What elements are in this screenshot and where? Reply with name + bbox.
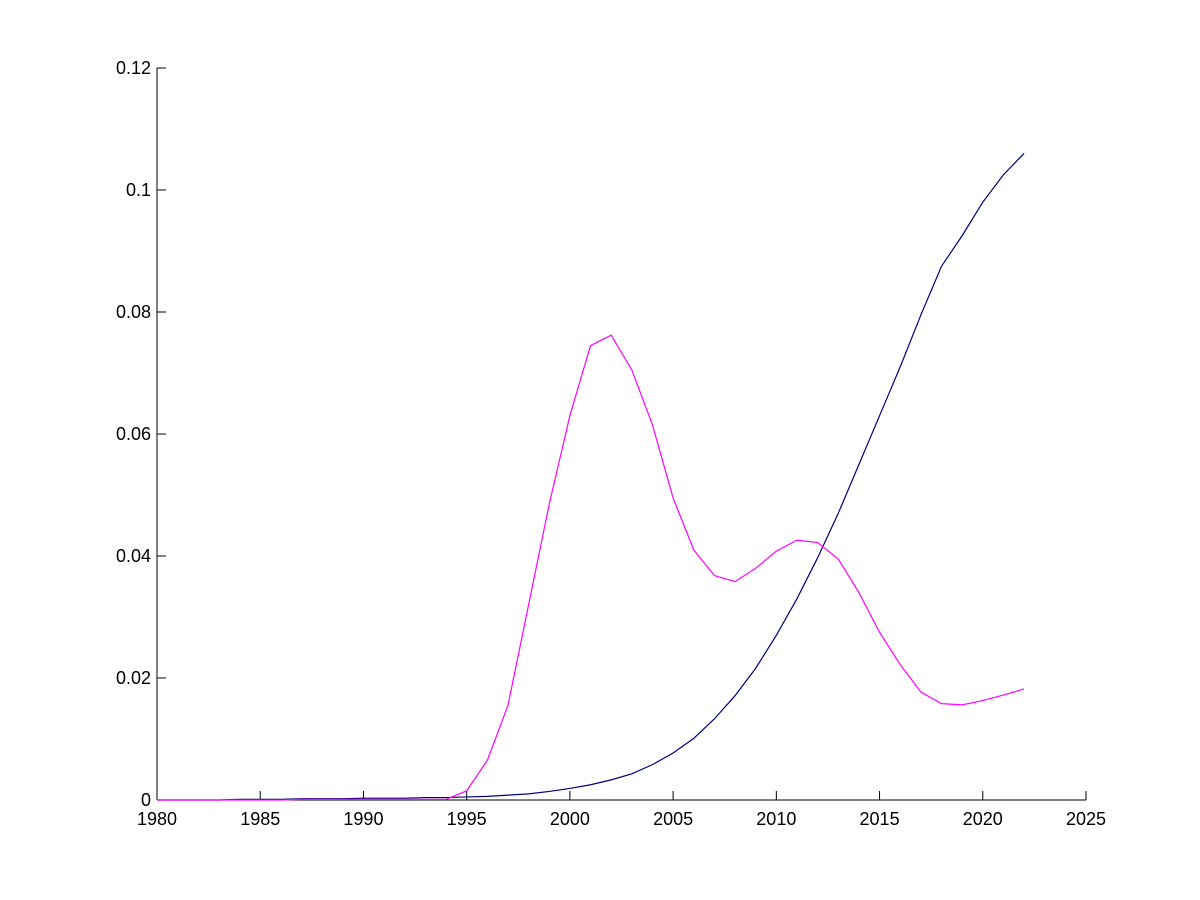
y-tick-label: 0.02 [116, 668, 151, 688]
x-tick-label: 1995 [447, 809, 487, 829]
x-tick-label: 1985 [240, 809, 280, 829]
x-tick-label: 2000 [550, 809, 590, 829]
y-tick-label: 0.1 [126, 180, 151, 200]
x-tick-label: 1980 [137, 809, 177, 829]
y-tick-label: 0.04 [116, 546, 151, 566]
x-tick-label: 2020 [963, 809, 1003, 829]
y-tick-label: 0.06 [116, 424, 151, 444]
y-tick-label: 0.08 [116, 302, 151, 322]
x-tick-label: 2010 [756, 809, 796, 829]
x-tick-label: 2015 [860, 809, 900, 829]
x-tick-label: 2025 [1066, 809, 1106, 829]
y-tick-label: 0 [141, 790, 151, 810]
y-tick-label: 0.12 [116, 58, 151, 78]
x-tick-label: 1990 [343, 809, 383, 829]
line [157, 334, 1025, 801]
line [157, 152, 1025, 801]
x-tick-label: 2005 [653, 809, 693, 829]
